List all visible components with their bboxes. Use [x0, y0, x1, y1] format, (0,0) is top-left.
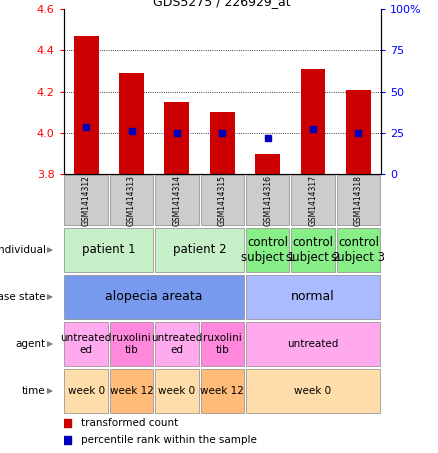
Bar [110, 175, 153, 226]
Bar [246, 369, 380, 413]
Bar [336, 175, 380, 226]
Bar [164, 102, 189, 174]
Title: GDS5275 / 226929_at: GDS5275 / 226929_at [153, 0, 291, 8]
Text: GSM1414314: GSM1414314 [173, 175, 181, 226]
Bar [255, 154, 280, 174]
Bar [64, 323, 108, 366]
Text: GSM1414316: GSM1414316 [263, 175, 272, 226]
Bar [246, 323, 380, 366]
Text: ruxolini
tib: ruxolini tib [112, 333, 151, 355]
Bar [336, 228, 380, 272]
Text: individual: individual [0, 245, 46, 255]
Text: transformed count: transformed count [81, 418, 178, 428]
Bar [64, 175, 108, 226]
Bar [64, 369, 108, 413]
Text: patient 1: patient 1 [82, 244, 136, 256]
Text: disease state: disease state [0, 292, 46, 302]
Bar [155, 228, 244, 272]
Bar [155, 369, 199, 413]
Bar [201, 369, 244, 413]
Text: percentile rank within the sample: percentile rank within the sample [81, 435, 257, 445]
Text: GSM1414317: GSM1414317 [308, 175, 318, 226]
Bar [119, 73, 144, 174]
Text: agent: agent [16, 339, 46, 349]
Bar [155, 175, 199, 226]
Bar [210, 112, 235, 174]
Text: control
subject 2: control subject 2 [286, 236, 340, 264]
Bar [246, 275, 380, 318]
Bar [74, 36, 99, 174]
Bar [246, 228, 290, 272]
Bar [201, 323, 244, 366]
Text: untreated
ed: untreated ed [151, 333, 203, 355]
Text: control
subject 1: control subject 1 [240, 236, 295, 264]
Text: GSM1414312: GSM1414312 [82, 175, 91, 226]
Bar [346, 90, 371, 174]
Bar [201, 175, 244, 226]
Text: week 0: week 0 [294, 386, 332, 396]
Text: GSM1414315: GSM1414315 [218, 175, 227, 226]
Text: ruxolini
tib: ruxolini tib [203, 333, 242, 355]
Text: week 12: week 12 [200, 386, 244, 396]
Text: time: time [22, 386, 46, 396]
Text: alopecia areata: alopecia areata [106, 290, 203, 304]
Bar [64, 275, 244, 318]
Bar [155, 323, 199, 366]
Bar [110, 323, 153, 366]
Bar [246, 175, 290, 226]
Text: week 0: week 0 [159, 386, 195, 396]
Text: control
subject 3: control subject 3 [332, 236, 385, 264]
Bar [291, 175, 335, 226]
Text: untreated: untreated [287, 339, 339, 349]
Bar [291, 228, 335, 272]
Bar [64, 228, 153, 272]
Text: GSM1414313: GSM1414313 [127, 175, 136, 226]
Bar [300, 69, 325, 174]
Text: week 12: week 12 [110, 386, 153, 396]
Text: week 0: week 0 [67, 386, 105, 396]
Bar [110, 369, 153, 413]
Text: untreated
ed: untreated ed [60, 333, 112, 355]
Text: GSM1414318: GSM1414318 [354, 175, 363, 226]
Text: normal: normal [291, 290, 335, 304]
Text: patient 2: patient 2 [173, 244, 226, 256]
